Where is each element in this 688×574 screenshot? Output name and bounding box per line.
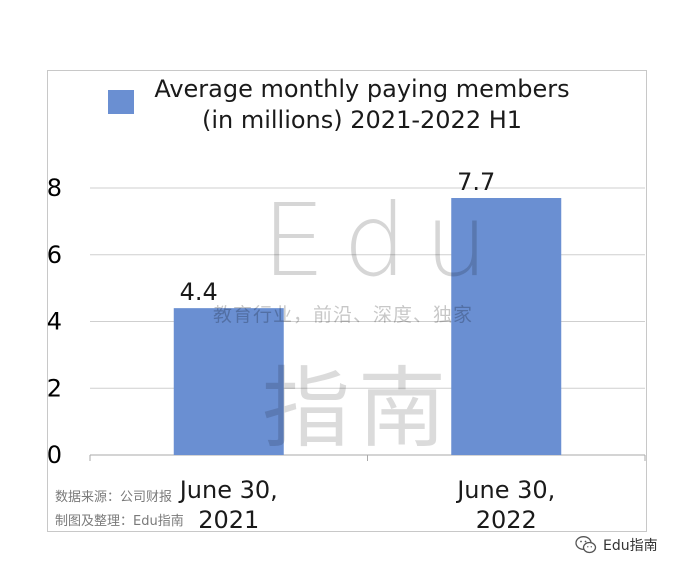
y-tick-label: 0 [47, 441, 62, 469]
source-line-1: 数据来源：公司财报 [55, 490, 173, 505]
y-tick-label: 4 [47, 308, 62, 336]
wechat-icon [575, 536, 597, 554]
chart-frame [47, 70, 647, 532]
brand-text: Edu指南 [603, 538, 658, 554]
data-label: 4.4 [180, 278, 218, 306]
y-tick-label: 2 [47, 374, 62, 402]
source-line-2: 制图及整理：Edu指南 [55, 514, 184, 529]
watermark-chinese: 指南 [262, 357, 455, 460]
x-tick-label: June 30, 2022 [455, 476, 555, 534]
y-tick-label: 6 [47, 241, 62, 269]
x-tick-label: June 30, 2021 [178, 476, 278, 534]
brand-badge: Edu指南 [575, 534, 658, 556]
bar [173, 308, 284, 455]
legend-swatch [108, 90, 134, 114]
bar [451, 198, 562, 455]
legend-label: Average monthly paying members (in milli… [154, 75, 570, 134]
watermark-edu: Edu [262, 182, 507, 299]
source-note: 数据来源：公司财报 制图及整理：Edu指南 [55, 486, 184, 534]
y-tick-label: 8 [47, 174, 62, 202]
data-label: 7.7 [457, 168, 495, 196]
watermark-tagline: 教育行业，前沿、深度、独家 [213, 304, 474, 326]
legend: Average monthly paying members (in milli… [108, 74, 578, 134]
